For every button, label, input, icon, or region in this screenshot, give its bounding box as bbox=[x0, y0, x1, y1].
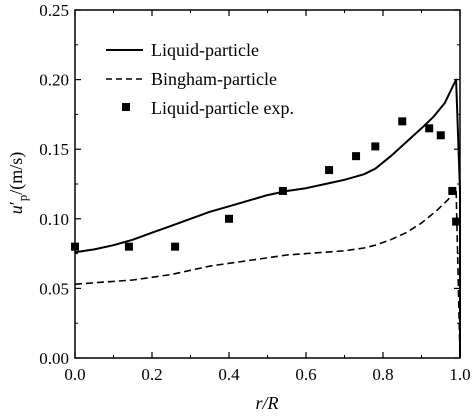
x-tick-label: 1.0 bbox=[449, 365, 470, 384]
x-tick-label: 0.4 bbox=[218, 365, 240, 384]
y-axis-label-unit: /(m/s) bbox=[6, 152, 27, 195]
data-point-liquid-particle-exp bbox=[124, 242, 133, 251]
data-point-liquid-particle-exp bbox=[352, 152, 361, 161]
legend-label-liquid-particle: Liquid-particle bbox=[151, 40, 259, 60]
y-tick-label: 0.10 bbox=[39, 210, 69, 229]
data-point-liquid-particle-exp bbox=[452, 217, 461, 226]
data-point-liquid-particle-exp bbox=[225, 214, 233, 223]
series-layer bbox=[71, 78, 461, 359]
y-axis-label-sub: p bbox=[15, 195, 30, 202]
x-tick-label: 0.2 bbox=[141, 365, 162, 384]
data-point-liquid-particle-exp bbox=[325, 166, 334, 175]
series-line-liquid-particle bbox=[74, 78, 461, 358]
ticks-layer: 0.0 0.2 0.4 0.6 0.8 1.0 0.00 0.05 0.10 0.15 0.20 0.… bbox=[39, 1, 470, 384]
y-axis-label: u′p/(m/s) bbox=[6, 152, 30, 214]
x-axis-label: r/R bbox=[255, 393, 278, 413]
x-tick-label: 0.8 bbox=[372, 365, 393, 384]
series-line-bingham-particle bbox=[74, 187, 461, 359]
y-axis-label-prime: ′ bbox=[6, 201, 26, 205]
data-point-liquid-particle-exp bbox=[436, 131, 445, 140]
y-tick-label: 0.00 bbox=[39, 349, 69, 368]
legend-swatch-liquid-particle-exp bbox=[122, 103, 130, 111]
data-point-liquid-particle-exp bbox=[398, 117, 407, 126]
data-point-liquid-particle-exp bbox=[448, 186, 457, 195]
y-tick-label: 0.15 bbox=[39, 140, 69, 159]
data-point-liquid-particle-exp bbox=[371, 142, 380, 151]
y-tick-label: 0.05 bbox=[39, 279, 69, 298]
x-tick-label: 0.6 bbox=[295, 365, 316, 384]
y-axis-label-var: u bbox=[6, 205, 26, 214]
data-point-liquid-particle-exp bbox=[278, 186, 287, 195]
y-tick-label: 0.20 bbox=[39, 71, 69, 90]
legend: Liquid-particle Bingham-particle Liquid-… bbox=[106, 40, 294, 118]
data-point-liquid-particle-exp bbox=[71, 242, 79, 251]
legend-label-bingham-particle: Bingham-particle bbox=[151, 69, 277, 89]
y-tick-label: 0.25 bbox=[39, 1, 69, 20]
x-tick-label: 0.0 bbox=[64, 365, 85, 384]
data-point-liquid-particle-exp bbox=[171, 242, 180, 251]
plot-frame bbox=[74, 9, 461, 359]
data-point-liquid-particle-exp bbox=[425, 124, 434, 133]
legend-label-liquid-particle-exp: Liquid-particle exp. bbox=[151, 98, 294, 118]
